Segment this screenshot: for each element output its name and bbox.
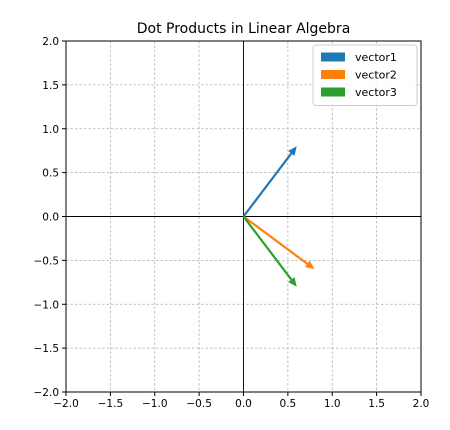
- legend-swatch: [321, 52, 345, 62]
- y-tick-label: −1.0: [34, 299, 60, 311]
- vector-arrowhead: [288, 146, 297, 156]
- x-tick-label: 0.0: [235, 398, 252, 410]
- vector-vector3: [242, 215, 297, 287]
- vector-shaft: [242, 152, 293, 218]
- chart-title: Dot Products in Linear Algebra: [137, 21, 351, 37]
- y-tick-label: 0.0: [42, 212, 59, 224]
- y-tick-label: 1.0: [42, 124, 59, 136]
- vector-shaft: [242, 215, 308, 265]
- x-tick-label: 1.0: [324, 398, 341, 410]
- y-tick-label: 1.5: [42, 80, 59, 92]
- y-tick-label: 2.0: [42, 36, 59, 48]
- legend-item: vector2: [321, 69, 397, 82]
- vector-arrowhead: [288, 277, 297, 287]
- y-tick-label: −0.5: [34, 255, 60, 267]
- x-tick-label: 2.0: [413, 398, 430, 410]
- legend-label: vector3: [355, 86, 397, 99]
- ticks: −2.0 −1.5 −1.0 −0.5 0.0 0.5 1.0 1.5 2.0 2.0 1.5 1.0…: [34, 36, 430, 410]
- legend: vector1 vector2 vector3: [312, 44, 418, 106]
- legend-label: vector2: [355, 69, 397, 82]
- legend-label: vector1: [355, 51, 397, 64]
- x-tick-label: −1.0: [142, 398, 168, 410]
- vector-shaft: [242, 215, 293, 281]
- vectors: [242, 146, 315, 287]
- legend-item: vector1: [321, 51, 397, 64]
- legend-swatch: [321, 70, 345, 79]
- vector-vector2: [242, 215, 315, 270]
- x-tick-label: −1.5: [98, 398, 124, 410]
- x-tick-label: 0.5: [280, 398, 297, 410]
- y-tick-label: −1.5: [34, 343, 60, 355]
- legend-item: vector3: [321, 86, 397, 99]
- y-tick-label: 0.5: [42, 168, 59, 180]
- vector-vector1: [242, 146, 297, 218]
- vector-arrowhead: [304, 260, 315, 270]
- y-tick-label: −2.0: [34, 387, 60, 399]
- legend-swatch: [321, 87, 345, 97]
- x-tick-label: −2.0: [53, 398, 79, 410]
- x-tick-label: 1.5: [368, 398, 385, 410]
- x-tick-label: −0.5: [186, 398, 212, 410]
